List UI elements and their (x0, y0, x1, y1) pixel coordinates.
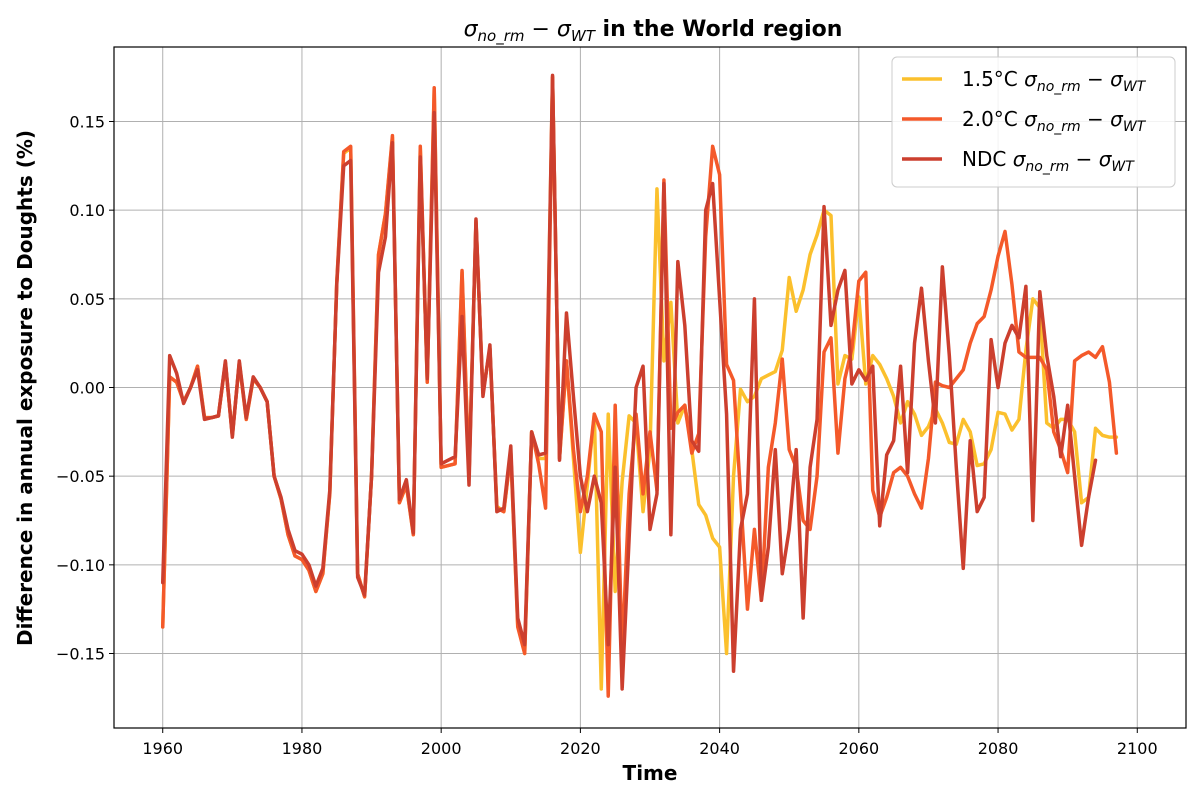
y-axis-ticks: −0.15 −0.10 −0.05 0.00 0.05 0.10 0.15 (56, 112, 114, 664)
y-tick-label: −0.05 (56, 467, 105, 486)
y-tick-label: 0.00 (69, 379, 105, 398)
y-tick-label: 0.15 (69, 112, 105, 131)
title-subscript-2: WT (571, 27, 597, 45)
x-tick-label: 2060 (838, 739, 879, 758)
y-tick-label: −0.15 (56, 645, 105, 664)
legend-entry-0: 1.5°C σno_rm − σWT (962, 67, 1147, 95)
x-tick-label: 2100 (1117, 739, 1158, 758)
y-tick-label: 0.10 (69, 201, 105, 220)
x-tick-label: 2040 (699, 739, 740, 758)
legend-box (891, 56, 1176, 188)
series-lines (160, 73, 1119, 698)
x-tick-label: 1980 (282, 739, 323, 758)
x-axis-label: Time (623, 761, 678, 785)
y-tick-label: −0.10 (56, 556, 105, 575)
series-line-1 (160, 75, 1119, 698)
x-tick-label: 2000 (421, 739, 462, 758)
chart-title: σno_rm − σWT in the World region (464, 17, 843, 46)
title-minus-sigma: − σ (525, 17, 572, 42)
legend: 1.5°C σno_rm − σWT 2.0°C σno_rm − σWT NDC … (891, 56, 1176, 188)
x-axis-ticks: 1960 1980 2000 2020 2040 2060 2080 2100 (142, 728, 1158, 758)
x-tick-label: 2020 (560, 739, 601, 758)
series-line-2 (160, 73, 1098, 691)
y-tick-label: 0.05 (69, 290, 105, 309)
x-tick-label: 2080 (978, 739, 1019, 758)
y-axis-label: Difference in annual exposure to Doughts… (13, 130, 37, 646)
legend-entry-1: 2.0°C σno_rm − σWT (962, 107, 1147, 135)
title-text: in the World region (595, 17, 843, 42)
legend-entry-2: NDC σno_rm − σWT (962, 147, 1135, 175)
title-sigma-1: σ (464, 17, 479, 42)
title-subscript-1: no_rm (478, 27, 525, 46)
x-tick-label: 1960 (142, 739, 183, 758)
